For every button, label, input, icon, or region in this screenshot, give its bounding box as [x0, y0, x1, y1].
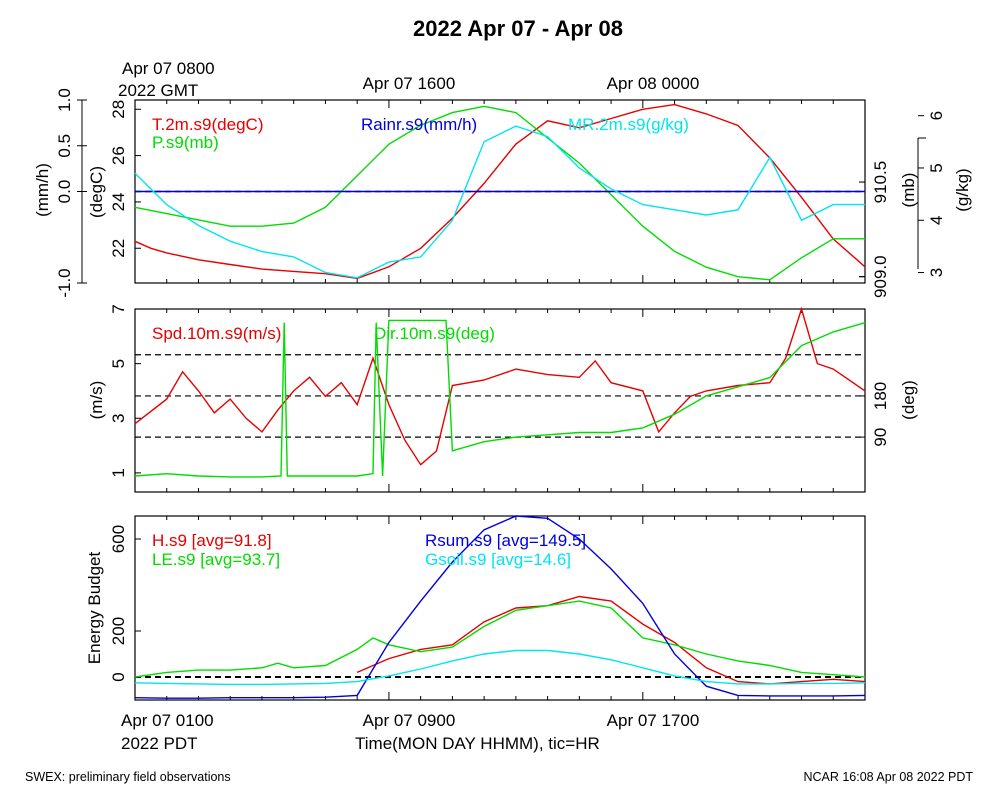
pres-axis-label: (mb): [899, 173, 918, 208]
bottom-axis-label-0900: Apr 07 0900: [363, 711, 456, 730]
legend-le: LE.s9 [avg=93.7]: [152, 550, 280, 569]
legend-dir: Dir.10m.s9(deg): [374, 324, 495, 343]
mr-tick-label-0: 3: [927, 268, 946, 277]
energy-axis-label: Energy Budget: [85, 551, 104, 664]
legend-h: H.s9 [avg=91.8]: [152, 531, 272, 550]
rain-tick-label-3: 1.0: [55, 88, 74, 112]
p3-series-line-1: [134, 600, 866, 678]
pres-tick-label-0: 909.0: [871, 255, 890, 298]
energy-tick-label-2: 600: [109, 525, 128, 553]
spd-tick-label-0: 1: [109, 468, 128, 477]
top-axis-label-first: Apr 07 0800: [122, 59, 215, 78]
p2-series-line-1: [134, 319, 866, 478]
panel2-frame: [134, 308, 866, 493]
p3-series-line-2: [134, 515, 866, 699]
dir-axis-label: (deg): [899, 380, 918, 420]
spd-tick-label-1: 3: [109, 414, 128, 423]
spd-axis-label: (m/s): [87, 381, 106, 420]
mr-tick-label-2: 5: [927, 163, 946, 172]
temp-tick-label-3: 28: [109, 100, 128, 119]
legend-rain: Rainr.s9(mm/h): [361, 115, 477, 134]
rain-tick-label-0: -1.0: [55, 268, 74, 297]
bottom-axis-label-1700: Apr 07 1700: [607, 711, 700, 730]
temp-tick-label-1: 24: [109, 192, 128, 211]
energy-tick-label-1: 200: [109, 617, 128, 645]
temp-axis-label: (degC): [87, 166, 106, 218]
legend-temp: T.2m.s9(degC): [152, 115, 263, 134]
p1-series-line-1: [134, 105, 865, 281]
spd-tick-label-2: 5: [109, 359, 128, 368]
rain-tick-label-1: 0.0: [55, 180, 74, 204]
legend-pres: P.s9(mb): [152, 133, 219, 152]
top-axis-label-0000: Apr 08 0000: [607, 74, 700, 93]
panel3-frame: [134, 515, 866, 701]
legend-gsoil: Gsoil.s9 [avg=14.6]: [425, 550, 571, 569]
mr-tick-label-1: 4: [927, 216, 946, 225]
footer-right: NCAR 16:08 Apr 08 2022 PDT: [803, 770, 973, 784]
mr-axis-label: (g/kg): [953, 168, 972, 211]
footer-left: SWEX: preliminary field observations: [25, 770, 231, 784]
spd-tick-label-3: 7: [109, 304, 128, 313]
rain-axis-label: (mm/h): [33, 163, 52, 217]
bottom-axis-label-0100: Apr 07 0100: [121, 711, 214, 730]
legend-spd: Spd.10m.s9(m/s): [152, 324, 281, 343]
top-axis-label-1600: Apr 07 1600: [363, 74, 456, 93]
top-axis-label-first-tz: 2022 GMT: [118, 81, 198, 100]
legend-rsum: Rsum.s9 [avg=149.5]: [425, 531, 586, 550]
p3-series-line-0: [356, 595, 866, 685]
energy-tick-label-0: 0: [109, 672, 128, 681]
temp-tick-label-0: 22: [109, 239, 128, 258]
rain-tick-label-2: 0.5: [55, 134, 74, 158]
bottom-axis-tz: 2022 PDT: [121, 734, 198, 753]
dir-tick-label-0: 90: [871, 428, 890, 447]
p2-series-line-0: [134, 306, 866, 466]
x-axis-title: Time(MON DAY HHMM), tic=HR: [355, 734, 600, 753]
pres-tick-label-1: 910.5: [871, 161, 890, 204]
temp-tick-label-2: 26: [109, 146, 128, 165]
dir-tick-label-1: 180: [871, 382, 890, 410]
mr-tick-label-3: 6: [927, 111, 946, 120]
p3-series-line-3: [134, 649, 866, 686]
p1-series-line-3: [134, 125, 865, 279]
legend-mr: MR.2m.s9(g/kg): [568, 115, 689, 134]
chart-title: 2022 Apr 07 - Apr 08: [413, 16, 623, 41]
p1-series-line-0: [134, 103, 866, 280]
